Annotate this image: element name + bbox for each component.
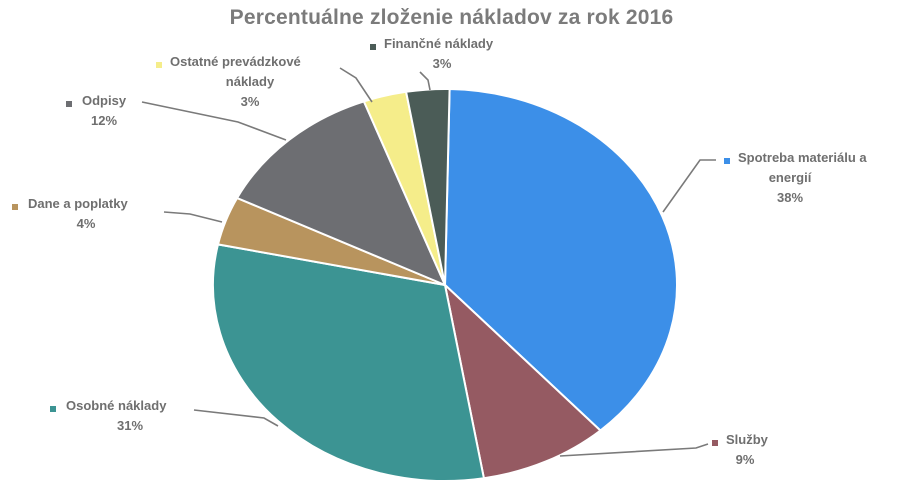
leader-line-sluzby xyxy=(559,443,709,457)
slice-label-financne-naklady: Finančné náklady xyxy=(384,36,494,51)
slice-percent-osobne-naklady: 31% xyxy=(117,418,143,433)
leader-line-financne-naklady xyxy=(419,71,431,91)
leader-line-dane-a-poplatky xyxy=(163,211,223,223)
slice-label-odpisy: Odpisy xyxy=(82,93,127,108)
slice-labels: Spotreba materiálu a energií 38% Služby 9% Os… xyxy=(12,36,867,467)
slice-percent-financne-naklady: 3% xyxy=(433,56,452,71)
slice-label-sluzby: Služby xyxy=(726,432,769,447)
leader-line-osobne-naklady xyxy=(193,409,279,427)
leader-lines xyxy=(141,67,716,457)
slice-percent-dane-a-poplatky: 4% xyxy=(77,216,96,231)
slice-percent-spotreba-materialu-a-energii: 38% xyxy=(777,190,803,205)
pie-slice-odpisy xyxy=(235,100,447,287)
slice-percent-sluzby: 9% xyxy=(736,452,755,467)
label-marker-ostatne-prevadzkove-naklady xyxy=(156,62,162,68)
slice-label-spotreba-materialu-a-energii: Spotreba materiálu a energií xyxy=(738,150,867,185)
pie-slice-spotreba-materialu-a-energii xyxy=(443,87,678,432)
chart-title: Percentuálne zloženie nákladov za rok 20… xyxy=(229,6,674,29)
leader-line-odpisy xyxy=(141,101,287,141)
label-marker-odpisy xyxy=(66,101,72,107)
slice-percent-odpisy: 12% xyxy=(91,113,117,128)
slice-label-dane-a-poplatky: Dane a poplatky xyxy=(28,196,128,211)
label-marker-osobne-naklady xyxy=(50,406,56,412)
label-marker-sluzby xyxy=(712,440,718,446)
leader-line-ostatne-prevadzkove-naklady xyxy=(339,67,373,103)
label-marker-dane-a-poplatky xyxy=(12,204,18,210)
pie-slices xyxy=(211,87,678,482)
slice-percent-ostatne-prevadzkove-naklady: 3% xyxy=(241,94,260,109)
pie-slice-financne-naklady xyxy=(404,87,451,286)
pie-slice-osobne-naklady xyxy=(211,243,486,482)
leader-line-spotreba-materialu-a-energii xyxy=(662,159,716,213)
label-marker-financne-naklady xyxy=(370,44,376,50)
label-marker-spotreba-materialu-a-energii xyxy=(724,158,730,164)
pie-slice-sluzby xyxy=(443,282,602,480)
slice-label-ostatne-prevadzkove-naklady: Ostatné prevádzkové náklady xyxy=(170,54,301,89)
slice-label-osobne-naklady: Osobné náklady xyxy=(66,398,167,413)
